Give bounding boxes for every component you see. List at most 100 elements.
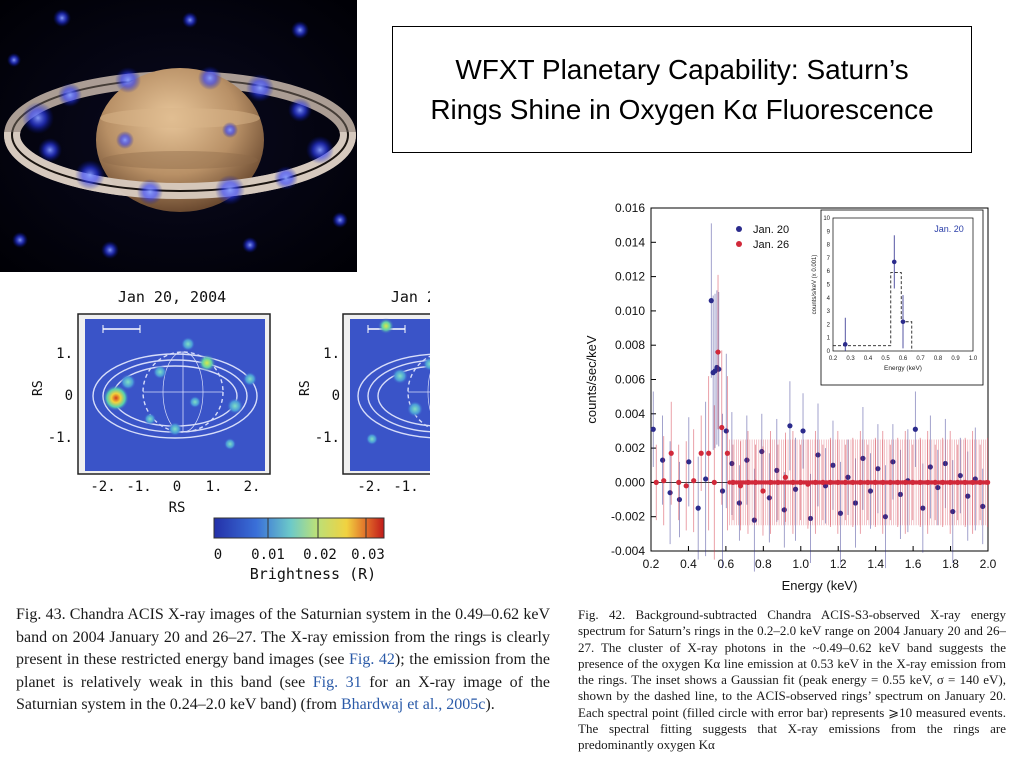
data-point-jan-20 [860,455,866,461]
data-point-jan-26 [719,424,725,431]
left-y-axis-label: RS [31,380,46,396]
left-y-tick-2: 0 [65,388,73,404]
data-point-jan-20 [927,464,933,470]
inset-y-tick: 6 [827,269,831,275]
colorbar-label: Brightness (R) [250,565,376,583]
data-point-jan-20 [965,493,971,499]
y-tick-label: -0.002 [611,510,645,524]
fig42-link[interactable]: Fig. 42 [348,651,395,669]
fig43-text-4: ). [485,696,495,714]
right-y-tick-3: -1. [315,430,340,446]
legend-label: Jan. 26 [753,239,789,251]
x-tick-label: 1.0 [792,557,809,571]
inset-y-tick: 7 [827,256,831,262]
slide-title-box: WFXT Planetary Capability: Saturn’s Ring… [392,26,972,153]
y-tick-label: 0.010 [615,304,645,318]
legend-marker [736,241,742,247]
data-point-jan-26 [715,349,721,355]
xray-sources-left [103,337,257,450]
inset-x-tick: 0.3 [846,356,855,362]
colorbar-tick-1: 0.01 [251,547,285,563]
data-point-jan-20 [807,515,814,522]
data-point-jan-20 [695,505,701,511]
bhardwaj-citation-link[interactable]: Bhardwaj et al., 2005c [340,696,486,714]
data-point-jan-20 [800,428,806,434]
inset-x-tick: 0.4 [864,356,873,362]
right-x-tick-1: -2. [357,479,382,495]
x-tick-label: 0.6 [718,557,735,571]
right-y-tick-2: 0 [332,388,340,404]
data-point-jan-20 [875,466,881,472]
slide-title-line-2: Rings Shine in Oxygen Kα Fluorescence [430,93,934,125]
fig31-link[interactable]: Fig. 31 [312,673,362,691]
data-point-jan-20 [935,484,941,491]
left-x-tick-3: 0 [173,479,181,495]
data-point-jan-20 [957,472,963,479]
data-point-jan-26 [683,483,689,489]
panel-right-date: Jan 26, 2004 [391,288,430,306]
spectrum-series [650,223,991,572]
x-tick-label: 1.8 [942,557,959,571]
colorbar-tick-3: 0.03 [351,547,385,563]
left-y-tick-3: -1. [48,430,73,446]
fig43-text-1: Fig. 43. Chandra ACIS X-ray images of th… [16,606,550,669]
inset-gaussian-fit [833,272,913,351]
data-point-jan-20 [719,488,726,494]
legend-marker [736,226,742,232]
data-point-jan-20 [667,490,673,496]
inset-plot-frame [832,217,974,352]
spectrum-axes: -0.004 -0.002 0.000 0.002 0.004 0.006 0.008 0.0… [584,201,997,593]
data-point-jan-20 [660,457,666,463]
y-tick-label: 0.016 [615,201,645,215]
xray-map-right [350,319,430,471]
inset-x-label: Energy (keV) [884,365,922,372]
data-point-jan-26 [661,478,667,484]
data-point-jan-20 [815,452,821,458]
saturn-xray-photo [0,0,357,272]
y-axis-label: counts/sec/keV [584,335,599,423]
data-point-jan-20 [703,476,709,482]
inset-y-tick: 1 [827,336,831,342]
data-point-jan-20 [744,457,750,463]
y-tick-label: 0.004 [615,407,645,421]
left-x-tick-4: 1. [206,479,223,495]
inset-data-point [842,342,848,347]
data-point-jan-20 [792,486,799,492]
colorbar-tick-0: 0 [214,547,222,563]
data-point-jan-20 [867,488,874,494]
right-y-axis-label: RS [298,380,313,396]
xray-maps-figure: Jan 20, 2004 RS 1. 0 -1. -2. -1. 0 1. 2.… [31,288,430,583]
left-x-tick-5: 2. [244,479,261,495]
data-point-jan-20 [950,508,956,515]
data-point-jan-20 [980,503,986,510]
data-point-jan-20 [716,366,722,372]
data-point-jan-20 [787,423,793,429]
data-point-jan-20 [781,507,787,513]
data-point-jan-20 [920,505,926,511]
data-point-jan-20 [882,514,888,520]
inset-y-tick: 10 [823,216,830,222]
data-point-jan-26-dense [983,480,988,485]
x-tick-label: 1.2 [830,557,847,571]
left-x-axis-label: RS [169,500,186,516]
spectrum-inset: 0.2 0.3 0.4 0.5 0.6 0.7 0.8 0.9 1.0 0 1 2 3 4 5 6 7 8 9 10 E… [812,209,984,386]
inset-y-tick: 3 [827,309,831,315]
y-tick-label: 0.008 [615,338,645,352]
colorbar-tick-2: 0.02 [303,547,337,563]
inset-y-tick: 5 [827,283,831,289]
data-point-jan-20 [650,426,656,432]
right-x-tick-2: -1. [393,479,418,495]
y-tick-label: 0.002 [615,441,645,455]
x-tick-label: 0.8 [755,557,772,571]
data-point-jan-20 [830,462,836,468]
inset-x-tick: 0.7 [916,356,925,362]
slide-title-line-1: WFXT Planetary Capability: Saturn’s [455,53,909,85]
figure-42-caption: Fig. 42. Background-subtracted Chandra A… [578,607,1006,753]
left-y-tick-1: 1. [56,346,73,362]
y-tick-label: -0.004 [611,544,645,558]
data-point-jan-26 [653,479,659,485]
data-point-jan-20 [766,495,772,501]
x-tick-label: 0.4 [680,557,697,571]
y-tick-label: 0.000 [615,475,645,489]
data-point-jan-20 [897,491,903,498]
